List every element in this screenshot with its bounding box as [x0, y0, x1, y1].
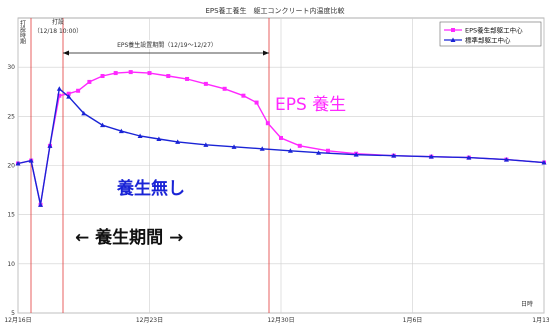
no-curing-label: 養生無し — [116, 178, 185, 199]
data-point — [231, 144, 237, 149]
legend-eps: EPS養生部躯工中心 — [465, 26, 523, 35]
legend-standard: 標準部躯工中心 — [465, 36, 511, 45]
data-point — [316, 150, 322, 155]
series-layer — [15, 70, 547, 207]
x-tick-label: 12月23日 — [136, 317, 163, 324]
data-point — [100, 74, 105, 79]
data-point — [128, 70, 133, 75]
data-point — [203, 81, 208, 86]
data-point — [541, 160, 547, 165]
data-point — [466, 155, 472, 160]
data-point — [287, 148, 293, 153]
data-point — [203, 142, 209, 147]
data-point — [15, 161, 21, 166]
data-point — [28, 158, 34, 163]
data-point — [185, 76, 190, 81]
y-tick-label: 5 — [11, 310, 15, 317]
data-point — [118, 128, 124, 134]
eps-period-arrow-right — [263, 50, 269, 56]
data-point — [297, 143, 302, 148]
data-point — [166, 74, 171, 79]
data-point — [100, 122, 106, 128]
data-point — [259, 146, 265, 151]
x-tick-label: 1月13日 — [532, 317, 549, 324]
data-point — [66, 94, 72, 99]
data-point — [147, 71, 152, 76]
data-point — [279, 135, 283, 140]
y-tick-label: 30 — [7, 64, 15, 71]
data-point — [56, 86, 62, 91]
x-axis-label: 日時 — [521, 300, 533, 308]
data-point — [265, 121, 270, 126]
grid — [17, 18, 545, 314]
y-axis: 5 10 15 20 25 30 — [7, 64, 15, 317]
x-tick-label: 12月30日 — [267, 317, 294, 324]
data-point — [47, 143, 53, 148]
data-point — [113, 71, 118, 76]
data-point — [57, 93, 62, 98]
curing-period-label: ← 養生期間 → — [75, 227, 183, 248]
y-tick-label: 25 — [7, 113, 15, 120]
data-point — [38, 202, 44, 207]
data-point — [241, 93, 246, 98]
x-axis: 12月16日 12月23日 12月30日 1月6日 1月13日 — [4, 317, 549, 324]
data-point — [87, 79, 92, 84]
data-point — [353, 152, 359, 157]
data-point — [222, 86, 227, 91]
pour-label: 打設 — [52, 18, 64, 26]
legend: EPS養生部躯工中心 標準部躯工中心 — [439, 21, 542, 47]
data-point — [81, 110, 87, 116]
x-tick-label: 12月16日 — [4, 317, 31, 324]
chart-title: EPS養工養生 躯工コンクリート内温度比較 — [205, 6, 344, 15]
y-tick-label: 10 — [7, 261, 15, 268]
y-tick-label: 20 — [7, 163, 15, 170]
data-point — [503, 157, 509, 162]
data-point — [428, 154, 434, 159]
data-point — [137, 133, 143, 138]
data-point — [76, 88, 81, 93]
data-point — [66, 91, 71, 96]
eps-period-label: EPS養生設置期間（12/19～12/27） — [117, 41, 217, 49]
left-marker-label: 打設時期 — [19, 19, 26, 45]
eps-period-arrow-left — [63, 50, 69, 56]
data-point — [391, 153, 397, 158]
data-point — [175, 139, 181, 144]
series-1 — [15, 86, 547, 207]
pour-datetime: （12/18 10:00） — [34, 28, 83, 35]
y-tick-label: 15 — [7, 212, 15, 219]
data-point — [156, 136, 162, 141]
data-point — [254, 100, 259, 105]
data-point — [325, 148, 330, 153]
eps-curve-label: EPS 養生 — [275, 95, 346, 115]
x-tick-label: 1月6日 — [403, 317, 423, 324]
